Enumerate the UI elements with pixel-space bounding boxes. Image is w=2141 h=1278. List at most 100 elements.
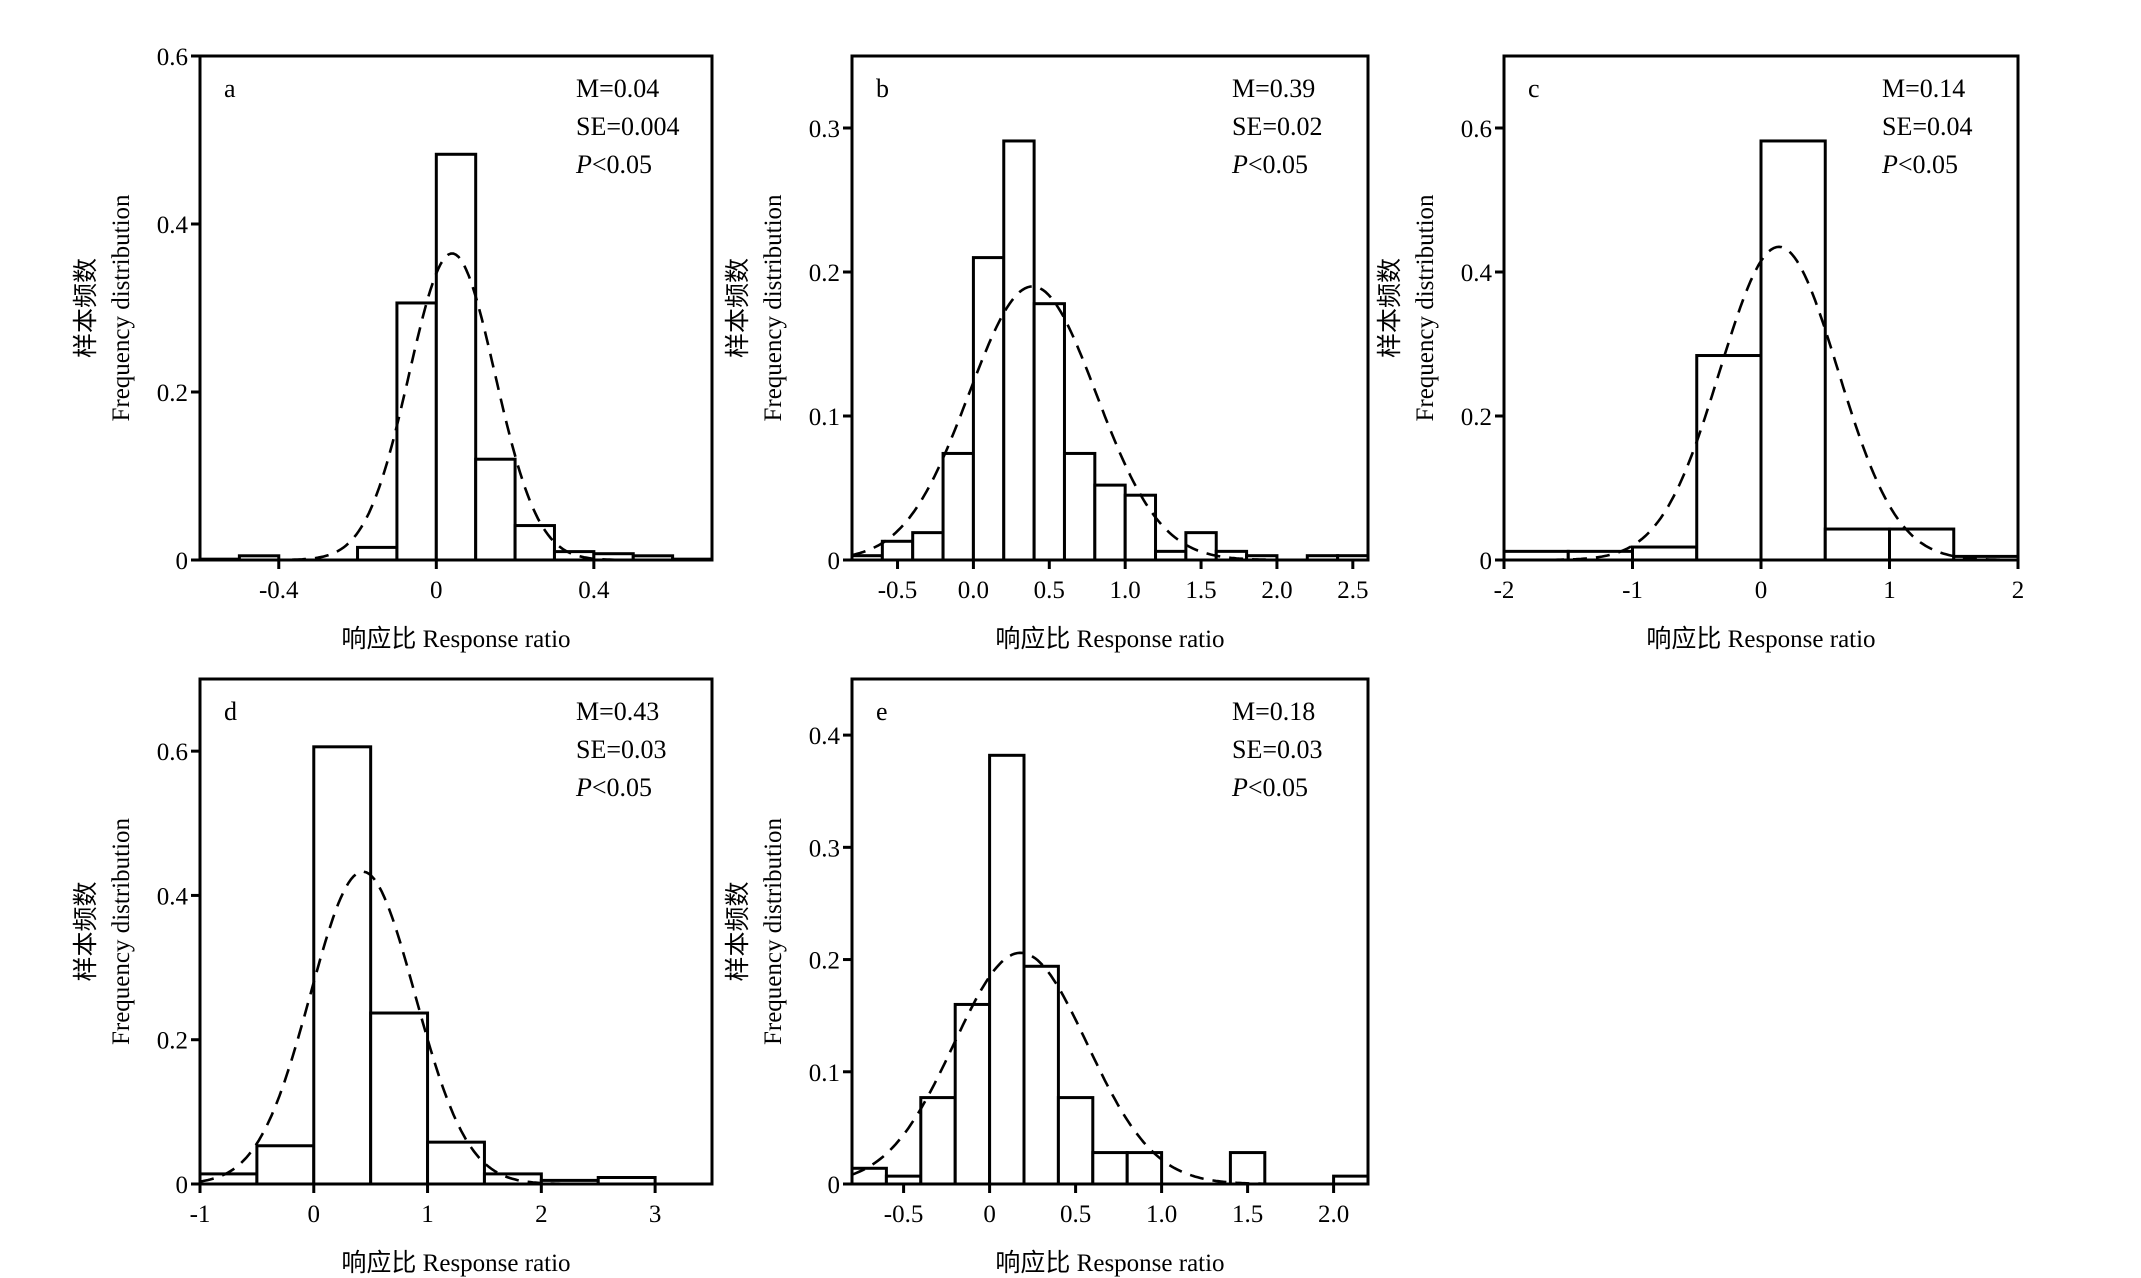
histogram-bar	[255, 1144, 316, 1186]
panel-a: -0.4 0 0.4 0 0.2 0.4 0.6 响应比 Response ratio 样本频数…	[72, 44, 714, 653]
y-tick-label: 0	[1480, 548, 1493, 575]
p-threshold: <0.05	[1898, 150, 1958, 179]
y-tick-label: 0.4	[157, 883, 189, 910]
x-axis-label: 响应比 Response ratio	[341, 625, 570, 653]
p-symbol: P	[1231, 150, 1248, 179]
p-threshold: <0.05	[592, 150, 652, 179]
histogram-bar	[1091, 1151, 1129, 1186]
stat-se: SE=0.04	[1882, 112, 1973, 141]
x-tick-label: -1	[1622, 577, 1643, 604]
stat-p-value: P<0.05	[575, 773, 652, 802]
x-tick-label: 0.4	[578, 577, 610, 604]
y-axis-label-cn: 样本频数	[72, 258, 100, 358]
x-tick-label: 1.5	[1232, 1201, 1263, 1228]
histogram-bar	[850, 1166, 888, 1186]
panel-letter: b	[876, 74, 889, 103]
y-tick-label: 0.4	[809, 723, 841, 750]
y-tick-label: 0.2	[809, 260, 840, 287]
stat-mean: M=0.39	[1232, 74, 1315, 103]
x-tick-label: 2.0	[1261, 577, 1292, 604]
y-tick-label: 0	[828, 548, 841, 575]
y-axis-label: Frequency distribution	[760, 194, 787, 422]
p-threshold: <0.05	[592, 773, 652, 802]
stat-p-value: P<0.05	[1231, 150, 1308, 179]
histogram-bar	[312, 745, 373, 1186]
panel-b: -0.5 0.0 0.5 1.0 1.5 2.0 2.5 0 0.1 0.2 0.3 响应比 Resp…	[724, 54, 1370, 653]
histogram-bar	[356, 545, 399, 562]
p-symbol: P	[1881, 150, 1898, 179]
panel-e: -0.5 0 0.5 1.0 1.5 2.0 0 0.1 0.2 0.3 0.4 响应比 Respon…	[724, 677, 1370, 1277]
y-tick-label: 0.3	[809, 835, 840, 862]
x-tick-label: 2	[535, 1201, 548, 1228]
panel-letter: d	[224, 697, 237, 726]
x-tick-label: -0.5	[884, 1201, 924, 1228]
x-tick-label: -0.4	[259, 577, 299, 604]
p-threshold: <0.05	[1248, 150, 1308, 179]
histogram-bar	[1062, 451, 1097, 562]
y-tick-label: 0.2	[1461, 404, 1492, 431]
y-tick-label: 0.4	[157, 212, 189, 239]
x-tick-label: 1.5	[1185, 577, 1216, 604]
normal-fit-curve	[199, 870, 712, 1186]
x-tick-label: 0	[308, 1201, 321, 1228]
y-tick-label: 0	[176, 548, 189, 575]
plot-frame	[198, 54, 714, 562]
histogram-bar	[1002, 139, 1036, 562]
y-axis-label-cn: 样本频数	[1376, 258, 1404, 358]
histogram-bar	[1631, 545, 1699, 562]
p-symbol: P	[575, 773, 592, 802]
y-axis-label: Frequency distribution	[760, 817, 787, 1045]
p-threshold: <0.05	[1248, 773, 1308, 802]
x-tick-label: 0.0	[958, 577, 989, 604]
stat-mean: M=0.14	[1882, 74, 1965, 103]
y-tick-label: 0.4	[1461, 260, 1493, 287]
stat-se: SE=0.02	[1232, 112, 1323, 141]
x-axis-label: 响应比 Response ratio	[341, 1249, 570, 1277]
histogram-bar	[1056, 1096, 1095, 1186]
y-tick-label: 0	[828, 1172, 841, 1199]
histogram-bar	[941, 451, 975, 562]
x-tick-label: -2	[1494, 577, 1515, 604]
histogram-bar	[395, 301, 438, 562]
x-axis-label: 响应比 Response ratio	[995, 625, 1224, 653]
y-axis-label-cn: 样本频数	[724, 258, 752, 358]
histogram-bar	[1093, 483, 1127, 562]
histogram-bar	[474, 457, 517, 562]
x-axis-label: 响应比 Response ratio	[995, 1249, 1224, 1277]
x-tick-label: 0.5	[1034, 577, 1065, 604]
x-tick-label: 2.0	[1318, 1201, 1349, 1228]
x-tick-label: 0	[1755, 577, 1768, 604]
stat-se: SE=0.03	[576, 735, 667, 764]
normal-fit-curve	[1504, 245, 2018, 562]
y-tick-label: 0.1	[809, 404, 840, 431]
x-tick-label: 1.0	[1110, 577, 1141, 604]
p-symbol: P	[575, 150, 592, 179]
stat-p-value: P<0.05	[1881, 150, 1958, 179]
y-axis-label-cn: 样本频数	[72, 881, 100, 981]
x-tick-label: 2	[2012, 577, 2025, 604]
x-axis-label: 响应比 Response ratio	[1646, 625, 1875, 653]
x-tick-label: 2.5	[1337, 577, 1368, 604]
panel-letter: c	[1528, 74, 1540, 103]
plot-frame	[850, 677, 1370, 1186]
histogram-bar	[1823, 527, 1891, 562]
stat-mean: M=0.04	[576, 74, 659, 103]
histogram-bar	[1759, 139, 1827, 562]
stat-se: SE=0.03	[1232, 735, 1323, 764]
x-tick-label: 0	[983, 1201, 996, 1228]
histogram-bar	[971, 256, 1006, 562]
panel-c: -2 -1 0 1 2 0 0.2 0.4 0.6 响应比 Response ratio 样本频数 F…	[1376, 54, 2025, 653]
stat-p-value: P<0.05	[575, 150, 652, 179]
y-tick-label: 0.6	[1461, 116, 1492, 143]
y-tick-label: 0.2	[157, 380, 188, 407]
histogram-bar	[1032, 302, 1066, 562]
stat-mean: M=0.18	[1232, 697, 1315, 726]
y-axis-label-cn: 样本频数	[724, 881, 752, 981]
y-axis-label: Frequency distribution	[108, 194, 135, 422]
x-tick-label: 1.0	[1146, 1201, 1177, 1228]
plot-frame	[198, 677, 714, 1186]
histogram-bar	[513, 524, 556, 562]
histogram-bar	[1123, 493, 1158, 562]
stat-p-value: P<0.05	[1231, 773, 1308, 802]
